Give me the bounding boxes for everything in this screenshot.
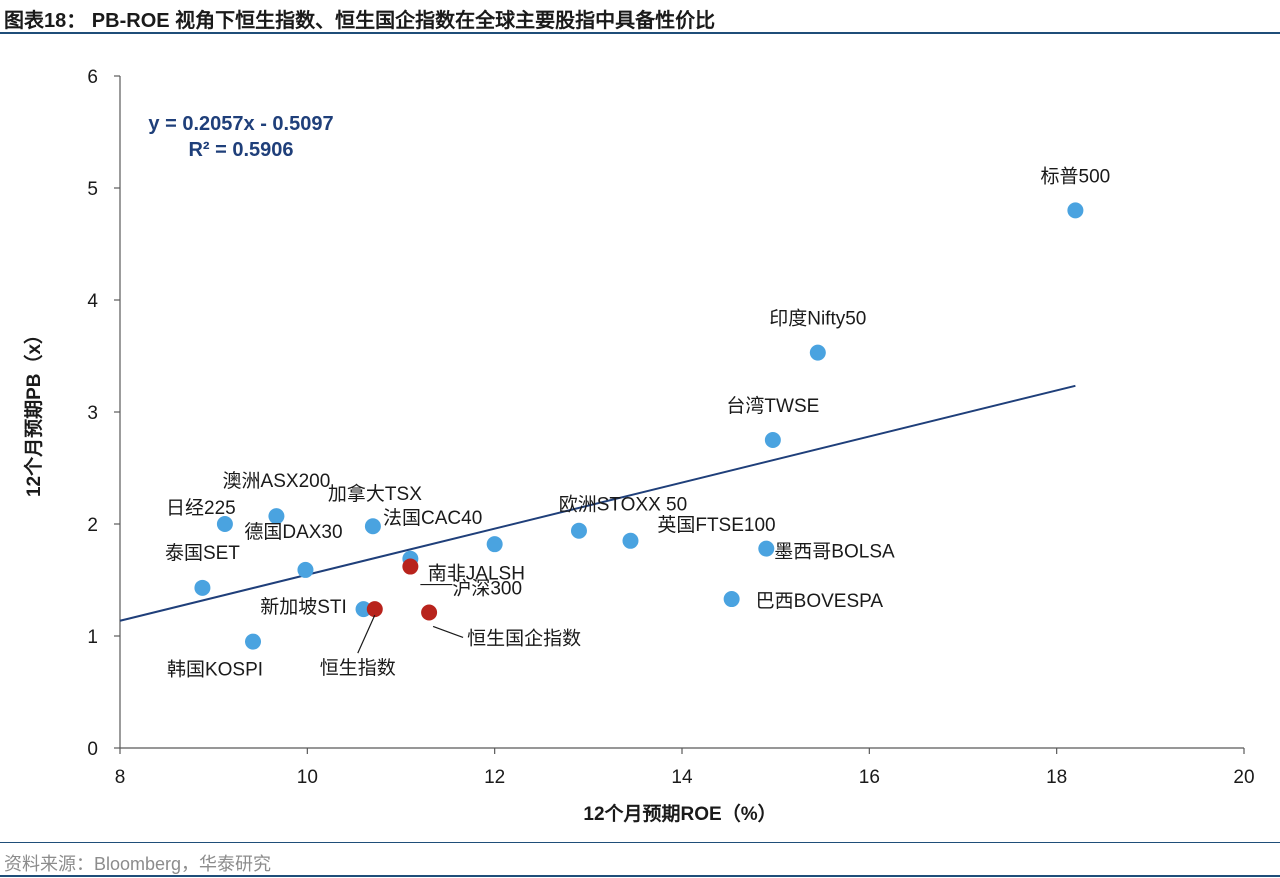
data-point-label: 台湾TWSE	[726, 395, 819, 417]
data-point-label: 印度Nifty50	[769, 308, 866, 330]
data-point-label: 德国DAX30	[244, 521, 342, 543]
data-point	[622, 532, 639, 549]
trendline-r2: R² = 0.5906	[188, 139, 293, 161]
data-point	[216, 516, 233, 532]
data-point-label: 新加坡STI	[260, 596, 347, 618]
point-labels-layer: 标普500 印度Nifty50 台湾TWSE 墨西哥BOLSA 巴西BOVESPA 英国F…	[165, 165, 1110, 680]
data-point	[809, 344, 826, 361]
x-tick-label: 12	[484, 767, 505, 788]
points-layer	[194, 202, 1084, 650]
data-point	[297, 561, 314, 578]
figure-title-bar: 图表18： PB-ROE 视角下恒生指数、恒生国企指数在全球主要股指中具备性价比	[0, 0, 1280, 34]
data-point	[764, 432, 781, 448]
y-tick-label: 3	[87, 403, 98, 424]
data-point	[1067, 202, 1084, 219]
y-axis-label: 12个月预期PB（x）	[22, 325, 45, 497]
data-point-label: 恒生指数	[320, 657, 396, 679]
x-axis-label: 12个月预期ROE（%）	[583, 802, 776, 825]
y-tick-label: 4	[87, 291, 98, 312]
trendline-layer	[119, 384, 1076, 622]
data-point	[194, 579, 211, 596]
data-point	[402, 558, 419, 575]
bottom-divider	[0, 875, 1280, 877]
data-point	[723, 591, 740, 608]
data-point	[355, 601, 372, 618]
label-leader-line	[432, 625, 464, 639]
label-leader-line	[357, 614, 376, 654]
data-point-label: 英国FTSE100	[657, 514, 775, 536]
data-point	[758, 540, 775, 557]
data-point-label: 法国CAC40	[383, 507, 482, 529]
data-point-label: 日经225	[166, 497, 236, 519]
data-point-label: 南非JALSH	[428, 563, 525, 585]
data-point-label: 加拿大TSX	[328, 482, 422, 505]
data-point	[268, 508, 285, 525]
data-point-label: 巴西BOVESPA	[756, 591, 884, 612]
data-point-label: 标普500	[1041, 165, 1111, 187]
data-point	[570, 522, 587, 539]
data-point	[366, 601, 383, 618]
y-tick-label: 6	[87, 67, 98, 88]
y-tick-label: 5	[87, 179, 98, 200]
data-point-label: 泰国SET	[165, 542, 240, 564]
figure-title: 图表18： PB-ROE 视角下恒生指数、恒生国企指数在全球主要股指中具备性价比	[4, 10, 716, 32]
y-tick-label: 0	[87, 739, 98, 760]
y-tick-label: 1	[87, 627, 98, 648]
data-point	[486, 536, 503, 553]
x-tick-label: 20	[1233, 767, 1254, 788]
data-point	[245, 633, 262, 650]
x-tick-label: 8	[115, 767, 126, 788]
data-point-label: 墨西哥BOLSA	[774, 542, 895, 563]
trendline-equation: y = 0.2057x - 0.5097	[148, 113, 333, 135]
source-divider	[0, 842, 1280, 843]
x-tick-label: 16	[859, 767, 880, 788]
source-note: 资料来源：Bloomberg，华泰研究	[4, 854, 272, 874]
title-divider	[0, 32, 1280, 34]
data-point-label: 恒生国企指数	[467, 627, 581, 649]
data-point-label: 澳洲ASX200	[223, 470, 331, 492]
data-point-label: 欧洲STOXX 50	[559, 494, 687, 516]
x-tick-label: 14	[671, 767, 693, 788]
data-point-label: 沪深300	[452, 578, 522, 600]
x-tick-label: 10	[297, 767, 318, 788]
y-tick-label: 2	[87, 515, 98, 536]
data-point	[364, 518, 381, 535]
trendline	[119, 384, 1076, 622]
data-point-label: 韩国KOSPI	[167, 659, 263, 681]
x-tick-label: 18	[1046, 767, 1067, 788]
data-point	[421, 604, 438, 621]
